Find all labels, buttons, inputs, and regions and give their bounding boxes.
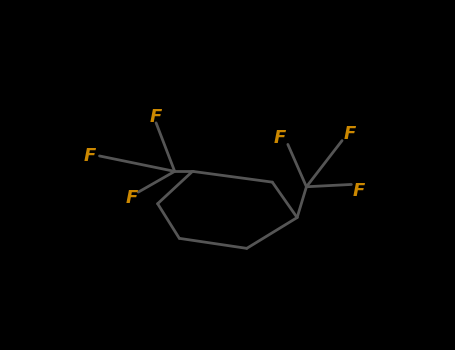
- Text: F: F: [274, 129, 286, 147]
- Text: F: F: [344, 125, 356, 144]
- Text: F: F: [353, 182, 365, 199]
- Text: F: F: [84, 147, 96, 165]
- Text: F: F: [126, 189, 138, 207]
- Text: F: F: [150, 108, 162, 126]
